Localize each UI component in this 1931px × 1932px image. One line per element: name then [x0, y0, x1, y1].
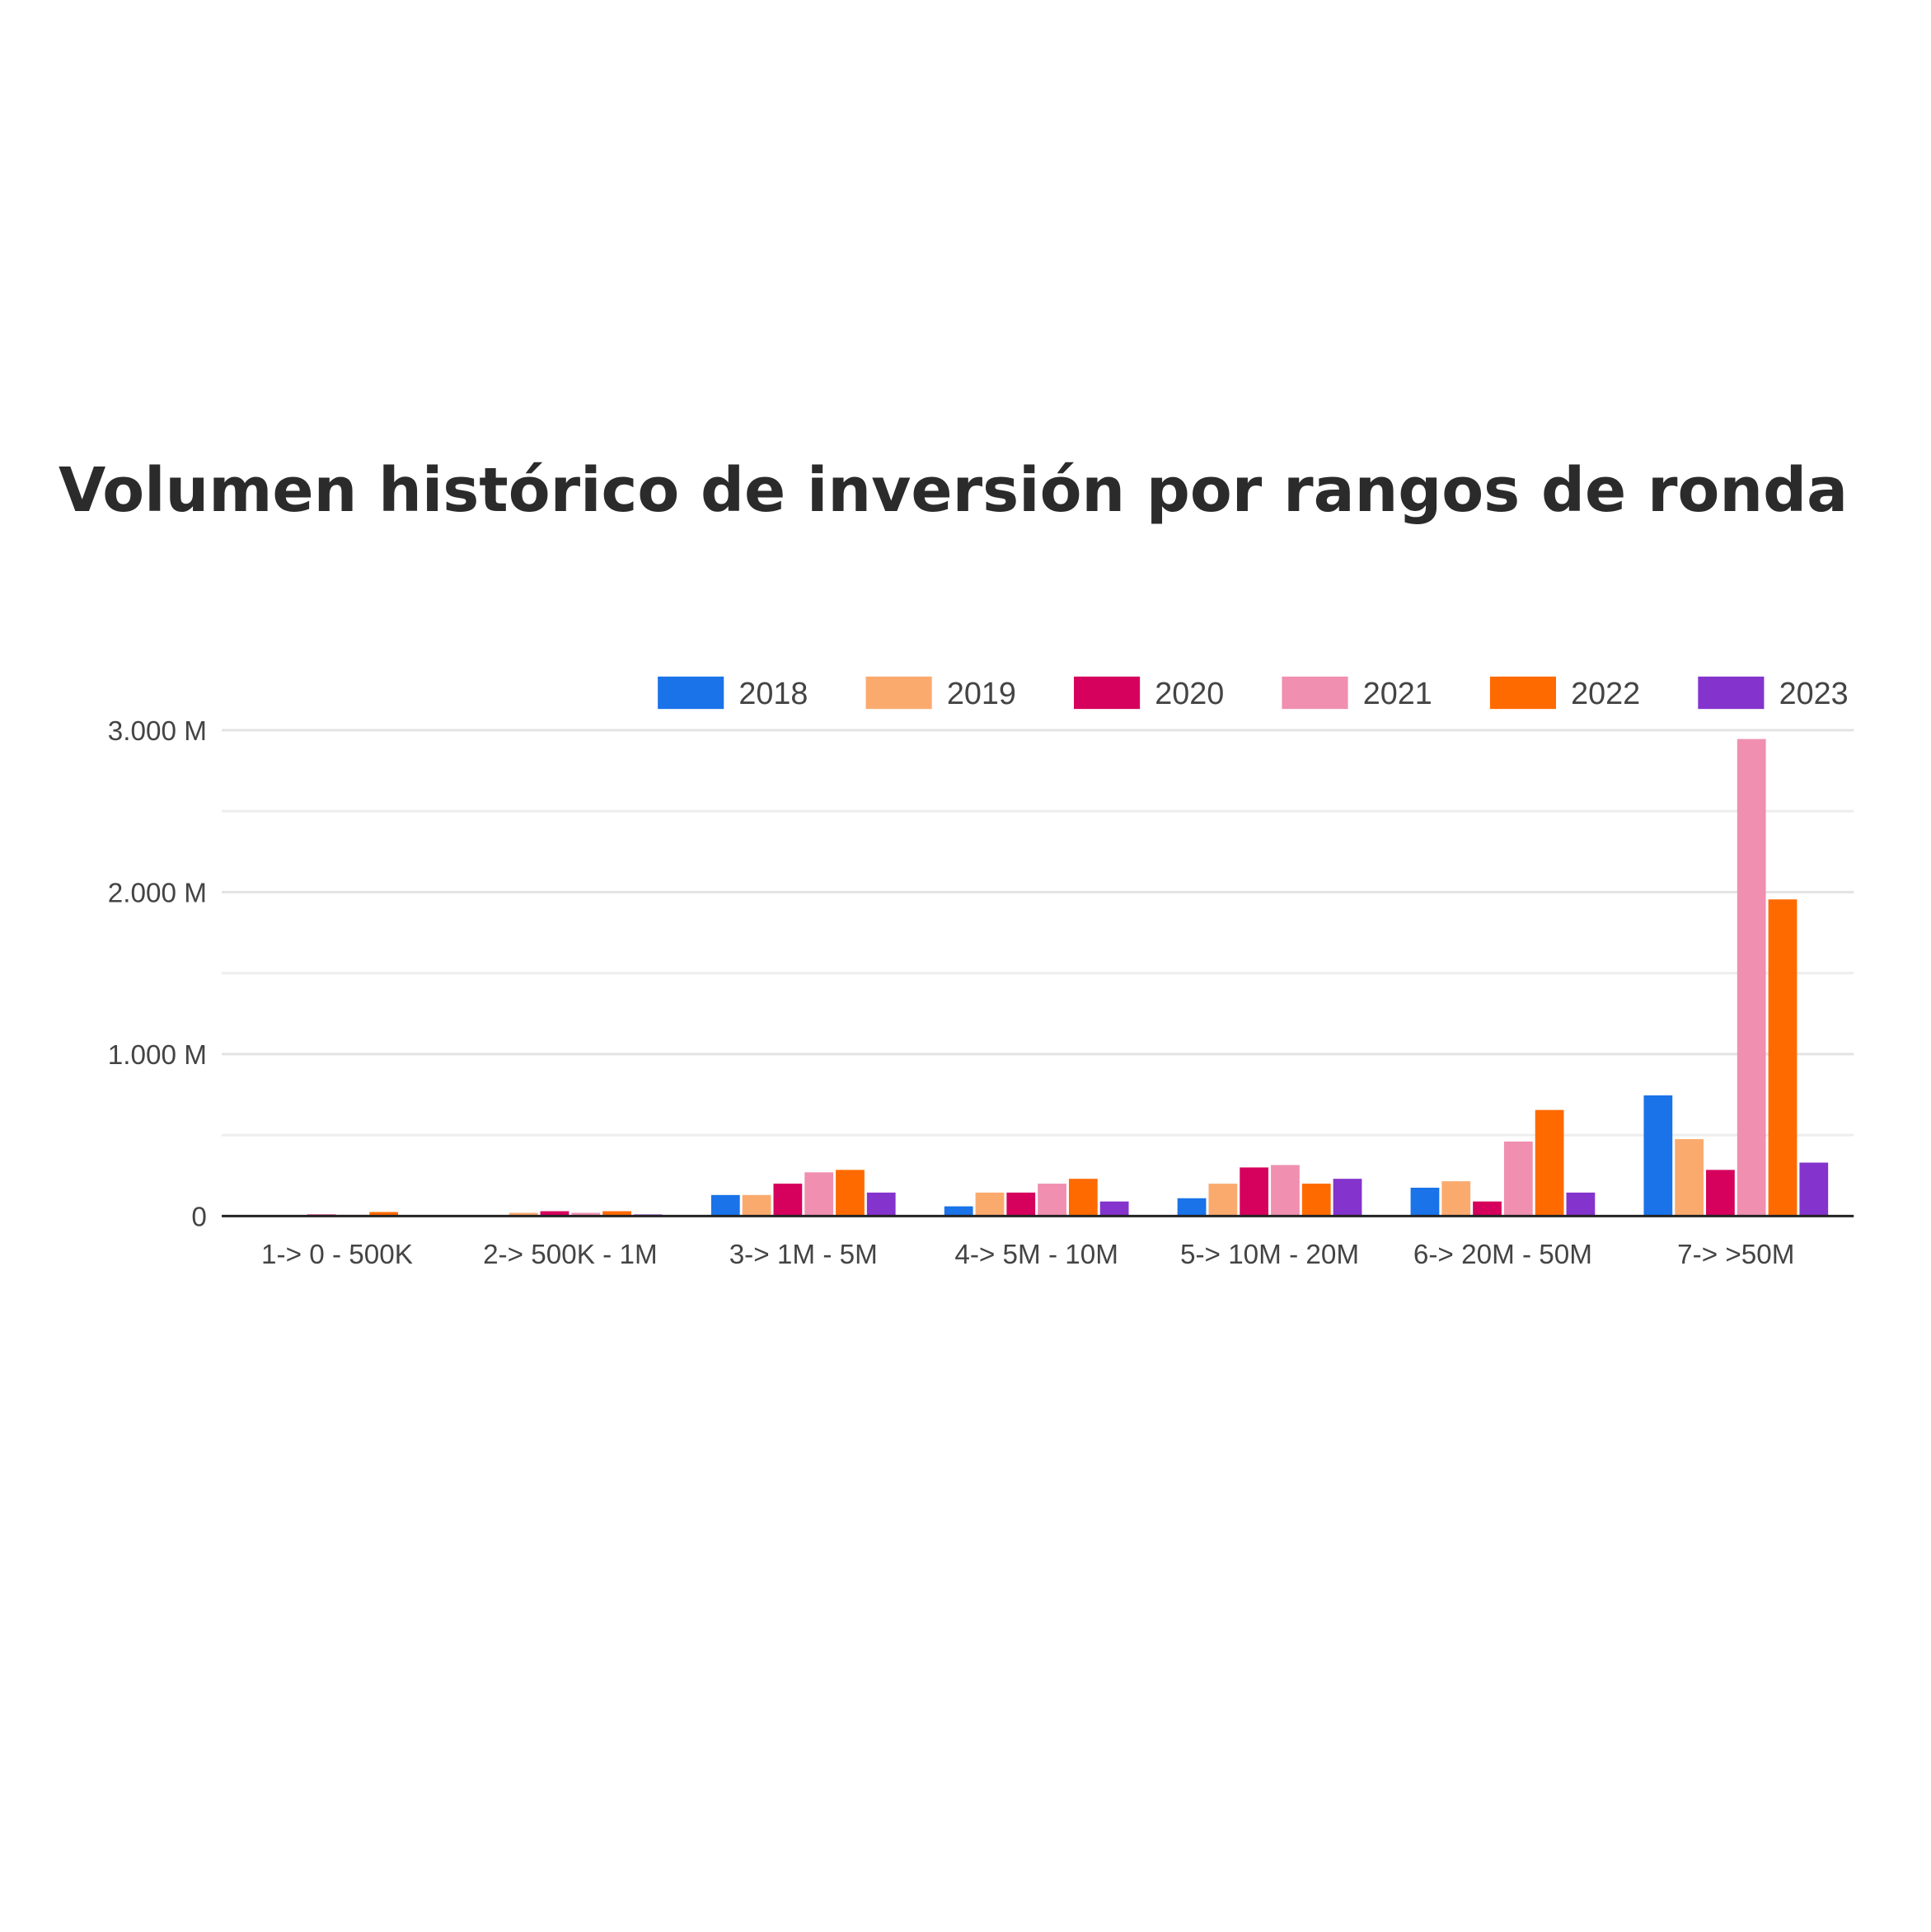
bar-2021-2 [571, 1212, 601, 1217]
legend-label: 2018 [738, 677, 808, 711]
legend-swatch-2022 [1489, 676, 1557, 710]
bar-2020-6 [1473, 1201, 1502, 1217]
bar-2018-3 [710, 1194, 740, 1217]
legend-swatch-2021 [1282, 676, 1348, 710]
legend-label: 2020 [1155, 677, 1224, 711]
legend-label: 2019 [947, 677, 1016, 711]
y-tick-label: 0 [191, 1202, 207, 1232]
bar-2022-1 [369, 1212, 399, 1217]
x-tick-label: 7-> >50M [1677, 1240, 1794, 1270]
x-tick-label: 3-> 1M - 5M [729, 1240, 878, 1270]
bar-2022-7 [1768, 899, 1797, 1217]
bar-2020-5 [1240, 1167, 1269, 1217]
bar-2023-7 [1799, 1162, 1829, 1217]
bar-2019-7 [1675, 1139, 1704, 1217]
legend-swatch-2023 [1698, 676, 1765, 710]
bar-2019-5 [1208, 1184, 1238, 1217]
bar-2020-2 [540, 1211, 569, 1217]
bar-2022-5 [1301, 1184, 1331, 1217]
legend-swatch-2020 [1074, 676, 1141, 710]
x-tick-label: 1-> 0 - 500K [261, 1240, 413, 1270]
x-tick-label: 4-> 5M - 10M [954, 1240, 1118, 1270]
bar-2021-7 [1736, 739, 1766, 1217]
bar-2021-6 [1503, 1141, 1533, 1217]
legend-label: 2022 [1571, 677, 1640, 711]
bar-2023-4 [1099, 1201, 1129, 1217]
x-axis-ticks: 1-> 0 - 500K 2-> 500K - 1M 3-> 1M - 5M 4-> … [261, 1240, 1794, 1270]
bar-2022-3 [836, 1170, 865, 1217]
bar-2021-5 [1271, 1165, 1300, 1217]
legend-swatch-2018 [658, 676, 724, 710]
bar-2019-6 [1441, 1181, 1471, 1217]
bar-2018-4 [944, 1206, 973, 1217]
x-tick-label: 2-> 500K - 1M [483, 1240, 658, 1270]
bar-2023-3 [866, 1192, 896, 1217]
bar-2020-7 [1706, 1170, 1735, 1217]
bar-2020-3 [773, 1184, 803, 1217]
bar-2019-4 [975, 1192, 1005, 1217]
bar-2019-2 [509, 1212, 538, 1217]
bar-2022-4 [1068, 1179, 1098, 1217]
legend-label: 2021 [1363, 677, 1432, 711]
bar-2018-5 [1177, 1198, 1207, 1217]
bar-2020-4 [1006, 1192, 1036, 1217]
bar-2018-6 [1410, 1187, 1440, 1217]
x-tick-label: 6-> 20M - 50M [1413, 1240, 1592, 1270]
bar-2019-3 [742, 1194, 771, 1217]
bar-2021-4 [1038, 1184, 1066, 1217]
bar-2022-2 [602, 1211, 631, 1217]
legend-label: 2023 [1779, 677, 1849, 711]
gridlines [222, 729, 1854, 1137]
y-tick-label: 2.000 M [108, 878, 207, 908]
y-tick-label: 1.000 M [108, 1040, 207, 1071]
legend: 2018 2019 2020 2021 2022 2023 [658, 676, 1849, 711]
y-axis-ticks: 0 1.000 M 2.000 M 3.000 M [108, 716, 207, 1233]
x-tick-label: 5-> 10M - 20M [1180, 1240, 1359, 1270]
legend-swatch-2019 [865, 676, 932, 710]
bar-2021-3 [804, 1172, 834, 1217]
bar-2022-6 [1535, 1109, 1564, 1217]
chart-title: Volumen histórico de inversión por rango… [59, 455, 1848, 526]
bar-2018-7 [1643, 1095, 1673, 1217]
bars [275, 739, 1829, 1217]
bar-2023-6 [1566, 1192, 1596, 1217]
y-tick-label: 3.000 M [108, 716, 207, 747]
bar-2023-5 [1333, 1179, 1362, 1217]
